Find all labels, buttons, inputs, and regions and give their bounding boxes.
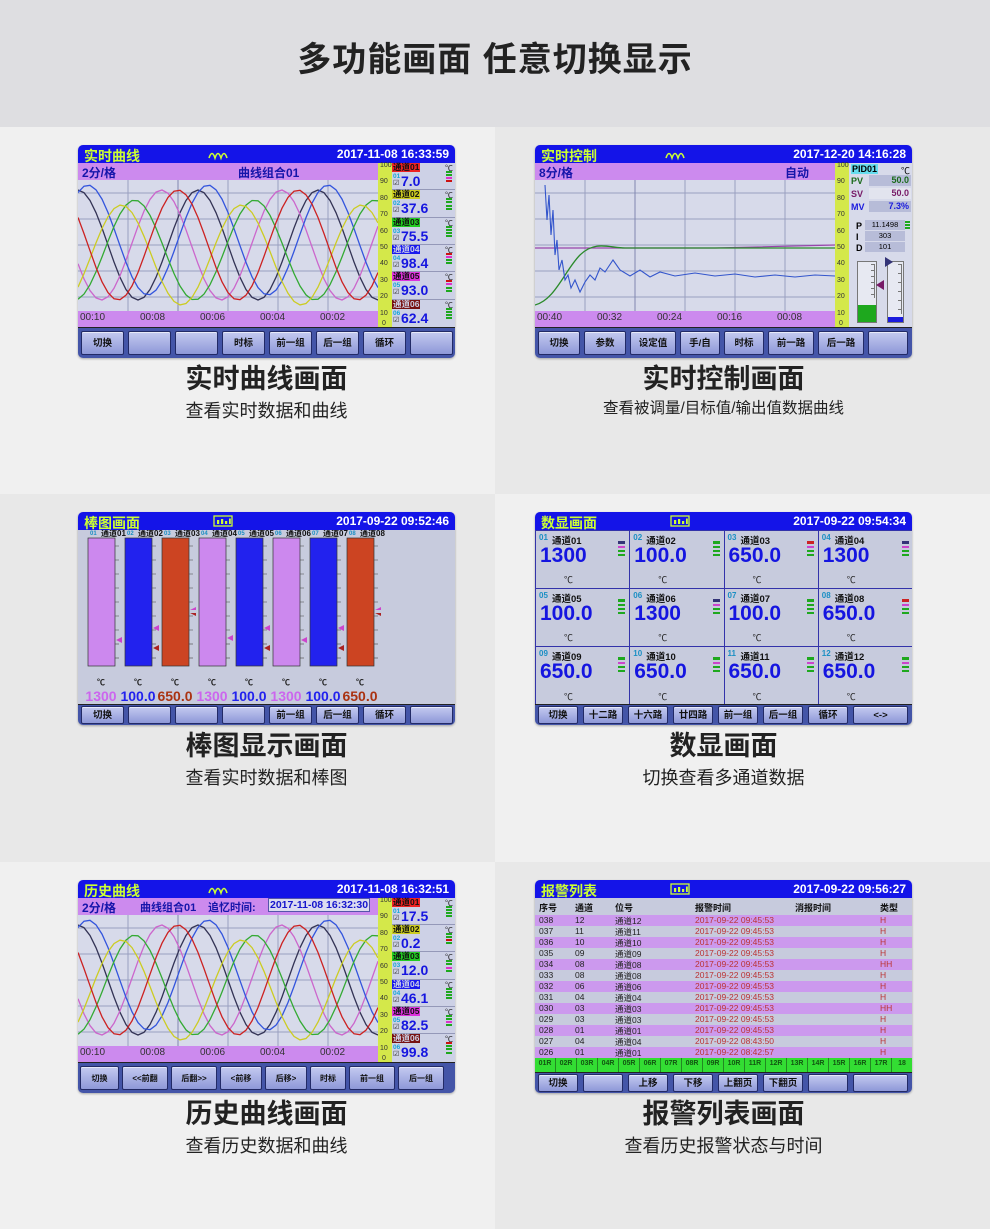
svg-text:℃: ℃ bbox=[171, 678, 179, 687]
svg-text:℃: ℃ bbox=[319, 678, 327, 687]
svg-text:07: 07 bbox=[312, 531, 319, 537]
svg-text:通道08: 通道08 bbox=[360, 530, 385, 538]
svg-text:02: 02 bbox=[127, 531, 134, 537]
svg-text:通道04: 通道04 bbox=[212, 530, 237, 538]
svg-text:1300: 1300 bbox=[196, 688, 227, 704]
svg-text:℃: ℃ bbox=[282, 678, 290, 687]
svg-text:℃: ℃ bbox=[134, 678, 142, 687]
svg-text:通道06: 通道06 bbox=[286, 530, 311, 538]
svg-text:通道02: 通道02 bbox=[138, 530, 163, 538]
svg-text:650.0: 650.0 bbox=[342, 688, 377, 704]
svg-text:℃: ℃ bbox=[208, 678, 216, 687]
svg-text:℃: ℃ bbox=[245, 678, 253, 687]
svg-text:100.0: 100.0 bbox=[120, 688, 155, 704]
svg-text:通道03: 通道03 bbox=[175, 530, 200, 538]
svg-text:04: 04 bbox=[201, 531, 208, 537]
svg-text:1300: 1300 bbox=[270, 688, 301, 704]
svg-text:℃: ℃ bbox=[97, 678, 105, 687]
svg-text:01: 01 bbox=[90, 531, 97, 537]
svg-text:06: 06 bbox=[275, 531, 282, 537]
svg-text:通道07: 通道07 bbox=[323, 530, 348, 538]
svg-text:℃: ℃ bbox=[356, 678, 364, 687]
svg-text:03: 03 bbox=[164, 531, 171, 537]
svg-text:100.0: 100.0 bbox=[305, 688, 340, 704]
svg-text:08: 08 bbox=[349, 531, 356, 537]
svg-text:100.0: 100.0 bbox=[231, 688, 266, 704]
svg-text:通道01: 通道01 bbox=[101, 530, 126, 538]
svg-text:650.0: 650.0 bbox=[157, 688, 192, 704]
svg-text:05: 05 bbox=[238, 531, 245, 537]
svg-text:1300: 1300 bbox=[85, 688, 116, 704]
svg-text:通道05: 通道05 bbox=[249, 530, 274, 538]
